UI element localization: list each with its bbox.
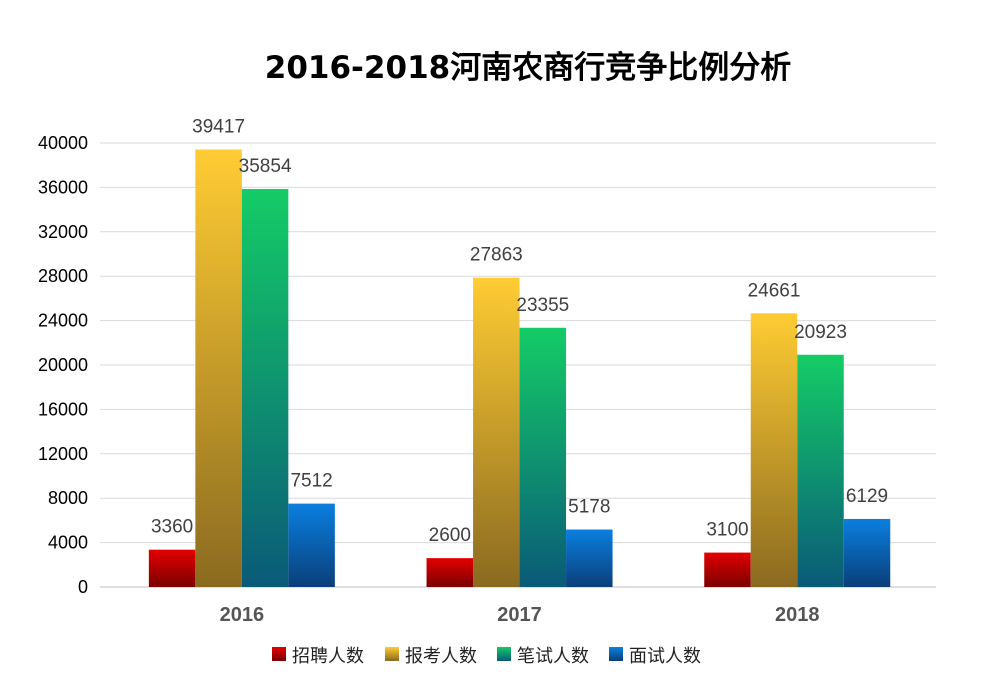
bar <box>473 277 520 587</box>
y-tick-label: 20000 <box>38 355 88 375</box>
y-tick-label: 28000 <box>38 266 88 286</box>
data-label: 39417 <box>192 116 245 137</box>
legend-swatch <box>272 647 286 661</box>
x-axis-categories: 2016 2017 2018 <box>220 604 820 626</box>
bar <box>148 549 196 587</box>
bar <box>566 529 613 587</box>
legend-label: 笔试人数 <box>517 646 589 667</box>
bar <box>843 518 891 587</box>
data-label: 3100 <box>706 520 748 541</box>
data-label: 2600 <box>429 525 471 546</box>
legend-swatch <box>385 647 399 661</box>
bar <box>519 327 567 587</box>
legend-swatch <box>497 647 511 661</box>
y-tick-label: 32000 <box>38 222 88 242</box>
bars <box>148 149 891 587</box>
x-category-label: 2016 <box>220 604 265 626</box>
data-labels: 3360 39417 35854 7512 2600 27863 23355 5178 3100… <box>151 116 888 546</box>
y-axis-ticks: 0 4000 8000 12000 16000 20000 24000 28000 32000 3… <box>38 133 88 597</box>
bar <box>797 354 844 587</box>
data-label: 3360 <box>151 517 193 538</box>
data-label: 35854 <box>239 156 292 177</box>
data-label: 20923 <box>794 322 847 343</box>
chart-title: 2016-2018河南农商行竞争比例分析 <box>265 50 791 86</box>
y-tick-label: 12000 <box>38 444 88 464</box>
y-tick-label: 40000 <box>38 133 88 153</box>
y-tick-label: 8000 <box>48 488 88 508</box>
data-label: 6129 <box>846 486 888 507</box>
bar <box>195 149 242 587</box>
data-label: 5178 <box>568 497 610 518</box>
x-category-label: 2017 <box>497 604 542 626</box>
legend-label: 报考人数 <box>405 646 477 667</box>
data-label: 27863 <box>470 245 523 266</box>
bar <box>241 189 289 587</box>
x-category-label: 2018 <box>775 604 820 626</box>
data-label: 23355 <box>516 295 569 316</box>
bar <box>426 558 474 587</box>
legend: 招聘人数 报考人数 笔试人数 面试人数 <box>272 646 701 667</box>
data-label: 24661 <box>748 280 801 301</box>
bar <box>288 503 335 587</box>
bar <box>704 552 751 587</box>
y-tick-label: 36000 <box>38 177 88 197</box>
y-tick-label: 24000 <box>38 311 88 331</box>
y-tick-label: 4000 <box>48 533 88 553</box>
y-tick-label: 16000 <box>38 399 88 419</box>
bar <box>750 313 798 587</box>
data-label: 7512 <box>290 471 332 492</box>
legend-label: 面试人数 <box>629 646 701 667</box>
y-tick-label: 0 <box>78 577 88 597</box>
legend-swatch <box>609 647 623 661</box>
legend-label: 招聘人数 <box>292 646 364 667</box>
